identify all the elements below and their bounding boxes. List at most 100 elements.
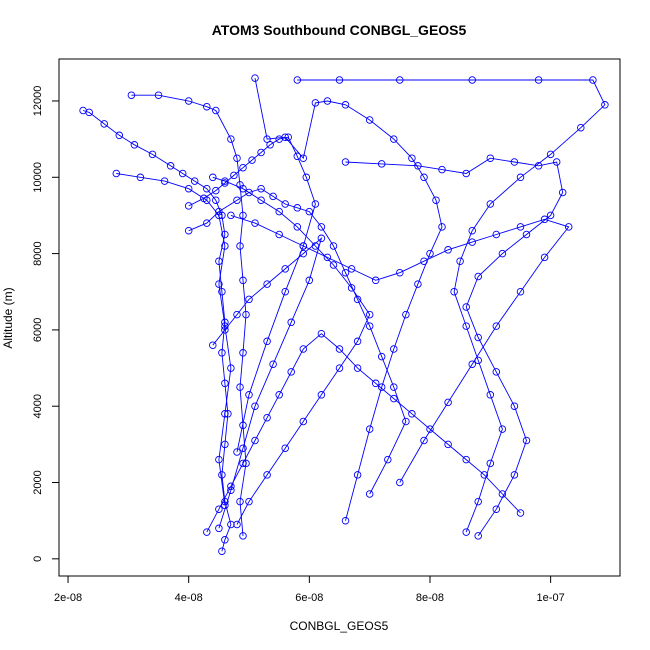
data-point bbox=[221, 440, 229, 449]
series-4 bbox=[184, 184, 410, 498]
data-point bbox=[85, 108, 93, 117]
data-point bbox=[227, 364, 235, 372]
data-point bbox=[444, 246, 452, 254]
data-point bbox=[203, 528, 211, 536]
data-point bbox=[136, 173, 145, 182]
data-point bbox=[248, 156, 256, 164]
data-point bbox=[384, 455, 392, 464]
data-point bbox=[239, 276, 247, 285]
series-3 bbox=[251, 74, 446, 525]
data-point bbox=[414, 280, 422, 288]
data-point bbox=[275, 391, 283, 399]
data-point bbox=[311, 99, 320, 107]
data-point bbox=[353, 471, 362, 479]
data-point bbox=[522, 436, 531, 445]
data-point bbox=[281, 200, 289, 208]
data-point bbox=[408, 410, 416, 418]
data-point bbox=[323, 97, 332, 105]
data-point bbox=[215, 455, 223, 464]
data-point bbox=[317, 223, 326, 231]
data-point bbox=[293, 223, 302, 231]
data-point bbox=[486, 154, 495, 162]
data-point bbox=[227, 486, 235, 494]
data-point bbox=[474, 333, 482, 342]
series-11 bbox=[112, 169, 235, 510]
series-line bbox=[206, 333, 521, 533]
series-layer bbox=[79, 74, 609, 555]
data-point bbox=[233, 196, 241, 204]
data-point bbox=[203, 184, 211, 193]
data-point bbox=[275, 207, 283, 216]
data-point bbox=[402, 310, 410, 319]
y-tick-label: 4000 bbox=[32, 394, 44, 418]
series-line bbox=[82, 110, 232, 552]
series-line bbox=[254, 78, 443, 521]
data-point bbox=[486, 200, 495, 208]
data-point bbox=[245, 391, 253, 399]
data-point bbox=[257, 184, 265, 193]
data-point bbox=[510, 471, 519, 479]
data-point bbox=[408, 154, 416, 162]
data-point bbox=[209, 341, 217, 349]
data-point bbox=[577, 123, 585, 132]
series-6 bbox=[227, 211, 573, 487]
data-point bbox=[323, 253, 332, 262]
data-point bbox=[236, 242, 244, 250]
data-point bbox=[218, 547, 226, 555]
data-point bbox=[221, 230, 229, 239]
x-tick-label: 2e-08 bbox=[54, 592, 82, 604]
data-point bbox=[510, 158, 519, 166]
data-point bbox=[184, 184, 193, 193]
data-point bbox=[218, 349, 226, 357]
plot-frame bbox=[58, 58, 621, 577]
data-point bbox=[317, 234, 326, 243]
series-1 bbox=[127, 91, 250, 540]
data-point bbox=[221, 242, 229, 250]
data-point bbox=[209, 173, 217, 182]
data-point bbox=[275, 230, 283, 239]
data-point bbox=[450, 287, 458, 296]
data-point bbox=[299, 242, 308, 250]
data-point bbox=[263, 135, 271, 143]
data-point bbox=[190, 177, 199, 185]
data-point bbox=[335, 345, 344, 353]
data-point bbox=[311, 200, 320, 208]
data-point bbox=[377, 352, 386, 361]
y-tick-label: 8000 bbox=[32, 241, 44, 265]
data-point bbox=[498, 425, 507, 433]
data-point bbox=[341, 516, 350, 525]
data-point bbox=[492, 322, 501, 330]
data-point bbox=[353, 364, 362, 372]
data-point bbox=[221, 177, 229, 185]
data-point bbox=[239, 211, 247, 220]
data-point bbox=[263, 337, 271, 346]
data-point bbox=[130, 141, 139, 149]
data-point bbox=[402, 417, 410, 426]
series-7 bbox=[209, 173, 374, 529]
data-point bbox=[269, 192, 277, 201]
data-point bbox=[160, 177, 169, 185]
data-point bbox=[281, 265, 289, 273]
data-point bbox=[365, 310, 374, 319]
data-point bbox=[239, 459, 247, 468]
data-point bbox=[546, 150, 555, 159]
data-point bbox=[215, 211, 223, 220]
data-point bbox=[396, 268, 404, 277]
data-point bbox=[432, 196, 440, 204]
data-point bbox=[212, 196, 220, 204]
data-point bbox=[474, 532, 482, 540]
data-point bbox=[115, 131, 124, 140]
data-point bbox=[377, 160, 386, 168]
data-point bbox=[245, 295, 253, 304]
y-tick-label: 0 bbox=[32, 556, 44, 562]
data-point bbox=[275, 135, 283, 143]
series-10 bbox=[184, 133, 320, 456]
data-point bbox=[534, 76, 543, 84]
data-point bbox=[251, 402, 259, 410]
data-point bbox=[221, 179, 229, 187]
data-point bbox=[365, 425, 374, 433]
data-point bbox=[390, 383, 398, 391]
data-point bbox=[239, 184, 247, 193]
data-point bbox=[284, 133, 292, 141]
